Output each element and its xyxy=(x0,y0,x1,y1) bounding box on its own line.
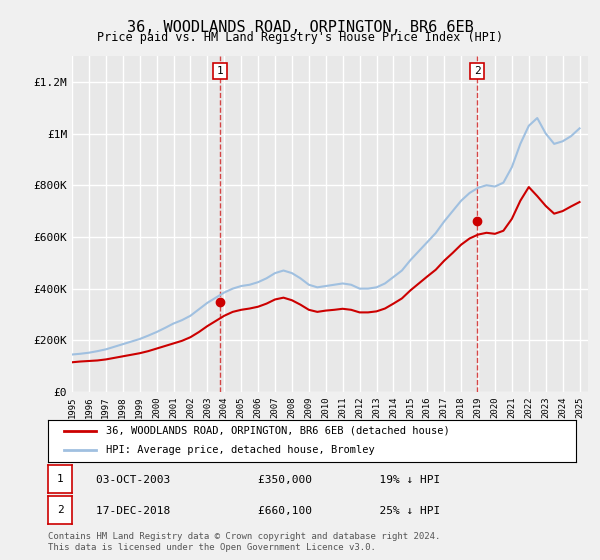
Text: Contains HM Land Registry data © Crown copyright and database right 2024.
This d: Contains HM Land Registry data © Crown c… xyxy=(48,532,440,552)
Text: 36, WOODLANDS ROAD, ORPINGTON, BR6 6EB (detached house): 36, WOODLANDS ROAD, ORPINGTON, BR6 6EB (… xyxy=(106,426,450,436)
Text: 2: 2 xyxy=(474,66,481,76)
Text: 1: 1 xyxy=(56,474,64,484)
Text: HPI: Average price, detached house, Bromley: HPI: Average price, detached house, Brom… xyxy=(106,445,375,455)
Text: 1: 1 xyxy=(217,66,223,76)
Text: Price paid vs. HM Land Registry's House Price Index (HPI): Price paid vs. HM Land Registry's House … xyxy=(97,31,503,44)
Text: 2: 2 xyxy=(56,505,64,515)
Text: 17-DEC-2018             £660,100          25% ↓ HPI: 17-DEC-2018 £660,100 25% ↓ HPI xyxy=(96,506,440,516)
Text: 36, WOODLANDS ROAD, ORPINGTON, BR6 6EB: 36, WOODLANDS ROAD, ORPINGTON, BR6 6EB xyxy=(127,20,473,35)
Text: 03-OCT-2003             £350,000          19% ↓ HPI: 03-OCT-2003 £350,000 19% ↓ HPI xyxy=(96,475,440,485)
